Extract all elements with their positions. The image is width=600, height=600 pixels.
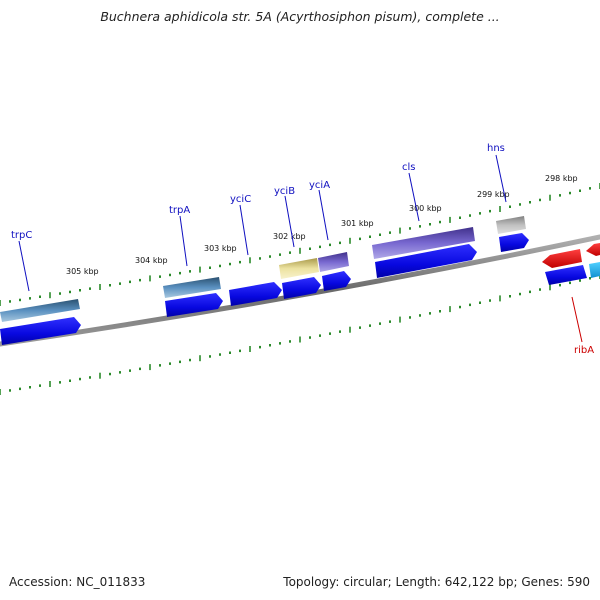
leader-yciA [318, 189, 329, 241]
cds-arrow-trpC[interactable] [0, 317, 81, 345]
cds-arrow-ribA-red[interactable] [542, 249, 582, 268]
cds-arrow-yciA[interactable] [322, 271, 351, 291]
scale-label-302: 302 kbp [273, 232, 306, 241]
feature-trpA[interactable] [163, 277, 221, 298]
cds-track [0, 233, 600, 345]
cds-arrow-cls[interactable] [375, 244, 477, 278]
cds-arrow-right-red[interactable] [586, 243, 600, 256]
gene-label-cls[interactable]: cls [402, 162, 416, 173]
feature-yciB[interactable] [279, 258, 319, 279]
scale-label-305: 305 kbp [66, 267, 99, 276]
feature-trpC[interactable] [0, 299, 80, 322]
feature-yciA[interactable] [318, 252, 349, 272]
gene-leaders [18, 154, 583, 343]
scale-ticks [0, 183, 600, 395]
leader-trpC [18, 240, 30, 292]
cds-arrow-hns[interactable] [499, 233, 529, 252]
cds-arrow-ribA[interactable] [545, 265, 587, 285]
scale-label-300: 300 kbp [409, 204, 442, 213]
feature-track [0, 216, 526, 322]
leader-cls [408, 172, 420, 222]
topology-summary: Topology: circular; Length: 642,122 bp; … [283, 575, 590, 589]
cds-arrow-yciC[interactable] [229, 282, 282, 306]
cds-arrow-trpA[interactable] [165, 293, 223, 317]
feature-cls[interactable] [372, 227, 475, 259]
feature-hns[interactable] [496, 216, 526, 234]
scale-labels: 305 kbp 304 kbp 303 kbp 302 kbp 301 kbp … [66, 174, 578, 276]
gene-label-yciA[interactable]: yciA [309, 180, 330, 191]
leader-yciB [284, 195, 295, 248]
scale-label-304: 304 kbp [135, 256, 168, 265]
gene-labels: trpC trpA yciC yciB yciA cls hns ribA [11, 143, 594, 356]
leader-ribA [571, 296, 583, 343]
scale-label-303: 303 kbp [204, 244, 237, 253]
gene-label-yciB[interactable]: yciB [274, 186, 295, 197]
scale-label-298: 298 kbp [545, 174, 578, 183]
gene-label-yciC[interactable]: yciC [230, 194, 251, 205]
map-title: Buchnera aphidicola str. 5A (Acyrthosiph… [100, 9, 500, 24]
cds-arrow-yciB[interactable] [282, 277, 321, 299]
leader-hns [495, 154, 507, 203]
scale-label-299: 299 kbp [477, 190, 510, 199]
gene-label-trpC[interactable]: trpC [11, 230, 32, 241]
leader-yciC [239, 204, 249, 256]
leader-trpA [179, 215, 188, 267]
gene-label-trpA[interactable]: trpA [169, 205, 190, 216]
gene-label-ribA[interactable]: ribA [574, 345, 594, 356]
accession-text: Accession: NC_011833 [9, 575, 146, 589]
gene-label-hns[interactable]: hns [487, 143, 505, 154]
cds-arrow-right-cyan[interactable] [589, 262, 600, 278]
scale-label-301: 301 kbp [341, 219, 374, 228]
